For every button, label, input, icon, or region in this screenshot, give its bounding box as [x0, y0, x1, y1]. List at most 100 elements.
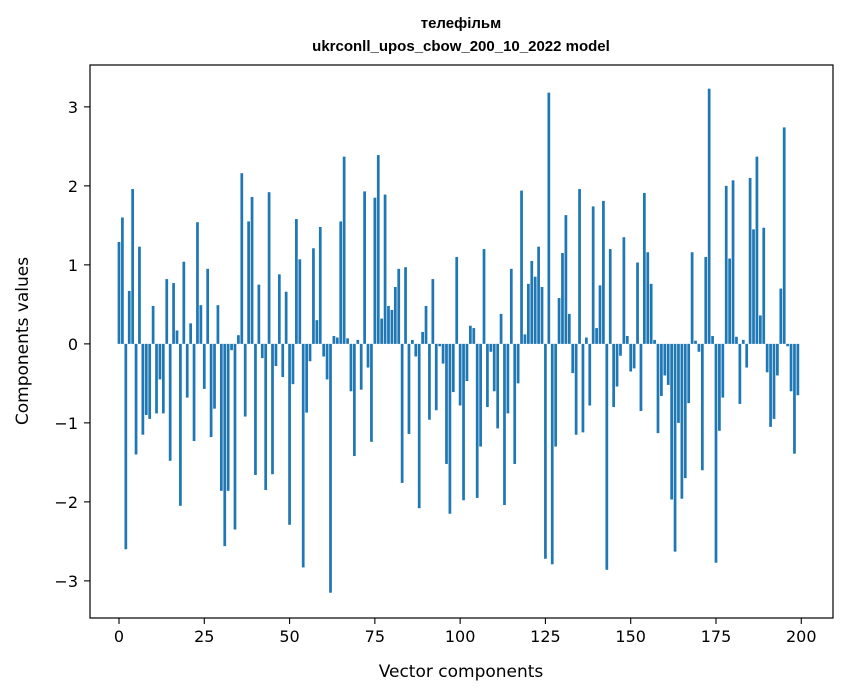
y-tick-label: −3: [54, 572, 78, 591]
bar: [741, 339, 745, 344]
bar: [605, 343, 609, 570]
bar: [738, 343, 742, 404]
bar: [540, 286, 544, 344]
bar: [192, 343, 196, 442]
bar: [428, 343, 431, 420]
bar: [393, 286, 397, 344]
bar: [335, 337, 339, 344]
bar: [339, 221, 343, 344]
bar: [735, 336, 738, 344]
bar: [230, 343, 233, 351]
bar: [796, 343, 800, 396]
bar: [291, 343, 295, 385]
bar: [185, 343, 189, 398]
bar: [417, 343, 421, 509]
bar: [776, 343, 779, 376]
bar: [376, 155, 380, 344]
bar: [629, 343, 633, 372]
bar: [124, 343, 128, 550]
bar: [700, 343, 704, 471]
bar: [465, 343, 469, 381]
bar: [298, 259, 302, 344]
bar: [206, 268, 210, 344]
bar: [366, 343, 370, 368]
bar: [745, 343, 749, 368]
bar: [260, 343, 264, 359]
bar: [547, 92, 551, 344]
bar: [772, 343, 776, 419]
chart-title: телефільм: [421, 15, 502, 32]
bar: [288, 343, 291, 525]
bar: [254, 343, 257, 476]
bar: [431, 279, 435, 344]
bar: [663, 343, 667, 376]
bar: [134, 343, 138, 455]
bar: [711, 335, 714, 344]
bar: [148, 343, 152, 419]
bar: [765, 343, 769, 373]
bar: [509, 268, 513, 344]
bar: [237, 335, 240, 344]
x-tick-label: 200: [786, 627, 817, 646]
bar: [329, 343, 332, 593]
bar: [561, 253, 564, 344]
bar: [581, 343, 585, 433]
bars: [117, 88, 800, 593]
plot-frame: [89, 64, 834, 619]
bar: [639, 343, 643, 412]
bar: [155, 343, 158, 414]
bar: [602, 200, 605, 344]
bar: [216, 305, 220, 344]
bar: [277, 274, 281, 344]
bar: [346, 338, 349, 344]
bar: [250, 196, 254, 344]
bar: [619, 343, 622, 356]
x-tick-label: 175: [701, 627, 732, 646]
bar: [312, 248, 315, 344]
bar: [779, 288, 783, 344]
x-tick-label: 100: [445, 627, 476, 646]
bar: [677, 343, 680, 423]
bar: [769, 343, 772, 427]
bar: [257, 284, 261, 344]
bar: [332, 335, 336, 344]
bar: [469, 325, 472, 344]
bar: [445, 343, 448, 464]
bar: [762, 227, 766, 344]
bar: [138, 246, 141, 344]
x-axis: 0 25 50 75 100 125 150 175 200: [114, 618, 817, 646]
bar: [520, 190, 523, 344]
bar: [697, 343, 701, 352]
bar: [544, 343, 547, 559]
bar: [175, 330, 179, 344]
bar: [718, 343, 721, 431]
bar: [325, 343, 329, 380]
bar: [731, 180, 735, 344]
bar: [687, 343, 691, 404]
bar: [370, 343, 373, 442]
bar: [121, 217, 124, 344]
bar: [673, 343, 677, 552]
bar: [527, 283, 530, 344]
bar: [127, 290, 131, 344]
bar: [411, 339, 414, 344]
bar: [680, 343, 684, 499]
bar: [281, 343, 285, 378]
bar: [451, 343, 455, 393]
bar: [482, 249, 486, 344]
bar: [117, 241, 121, 344]
y-tick-label: −2: [54, 493, 78, 512]
bar: [274, 343, 278, 366]
bar: [503, 343, 506, 506]
bar: [264, 343, 268, 491]
bar: [608, 249, 612, 344]
bar: [694, 340, 697, 344]
bar: [196, 222, 199, 344]
bar: [182, 261, 186, 344]
bar: [530, 260, 534, 344]
bar: [404, 267, 407, 344]
bar: [755, 156, 759, 344]
bar: [564, 215, 568, 344]
